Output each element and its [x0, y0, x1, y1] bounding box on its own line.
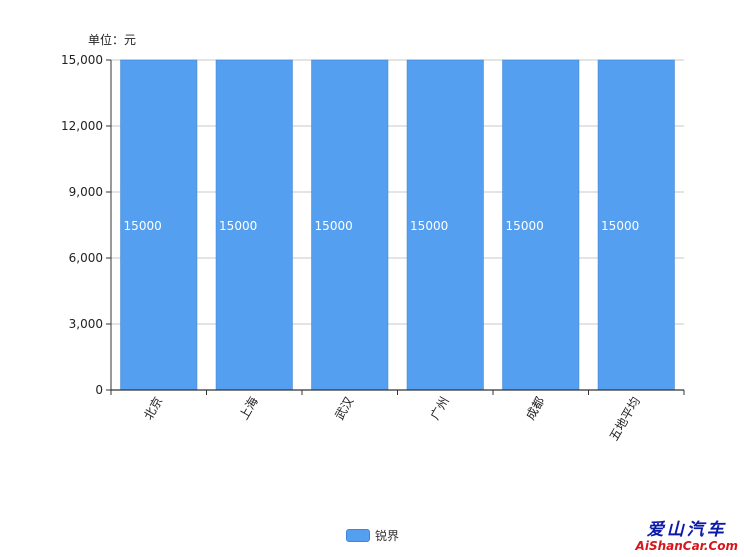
unit-label: 单位：元: [88, 33, 137, 47]
x-tick-label: 五地平均: [607, 395, 643, 444]
x-tick-labels: 北京 上海 武汉 广州 成都 五地平均: [141, 394, 643, 443]
x-tick-label: 广州: [428, 395, 452, 423]
bar: [502, 59, 580, 391]
bar: [215, 59, 293, 391]
x-tick-label: 成都: [523, 395, 547, 423]
y-tick-label: 6,000: [69, 251, 103, 265]
watermark-english: AiShanCar.Com: [635, 539, 738, 553]
bar: [597, 59, 675, 391]
gridlines: [111, 59, 684, 325]
bar: [311, 59, 389, 391]
legend-label: 锐界: [375, 529, 400, 543]
y-tick-label: 0: [95, 383, 103, 397]
bar-data-label: 15000: [601, 219, 639, 233]
bar: [120, 59, 198, 391]
y-tick-labels: 0 3,000 6,000 9,000 12,000 15,000: [61, 53, 103, 397]
bar-data-label: 15000: [124, 219, 162, 233]
legend[interactable]: 锐界: [346, 527, 399, 544]
bar-data-label: 15000: [315, 219, 353, 233]
y-tick-label: 3,000: [69, 317, 103, 331]
data-labels: 15000 15000 15000 15000 15000 15000: [124, 219, 640, 233]
bar-data-label: 15000: [219, 219, 257, 233]
bar-data-label: 15000: [410, 219, 448, 233]
bar: [406, 59, 484, 391]
watermark-chinese: 爱山汽车: [646, 520, 727, 540]
legend-swatch: [346, 529, 370, 542]
bar-data-label: 15000: [506, 219, 544, 233]
x-tick-label: 上海: [236, 394, 261, 422]
axes: [106, 59, 685, 395]
x-tick-label: 武汉: [332, 395, 356, 423]
y-tick-label: 12,000: [61, 119, 103, 133]
y-tick-label: 15,000: [61, 53, 103, 67]
watermark-logo: 爱山汽车 AiShanCar.Com: [636, 520, 738, 553]
y-tick-label: 9,000: [69, 185, 103, 199]
x-tick-label: 北京: [141, 395, 165, 423]
bars: [120, 59, 675, 391]
